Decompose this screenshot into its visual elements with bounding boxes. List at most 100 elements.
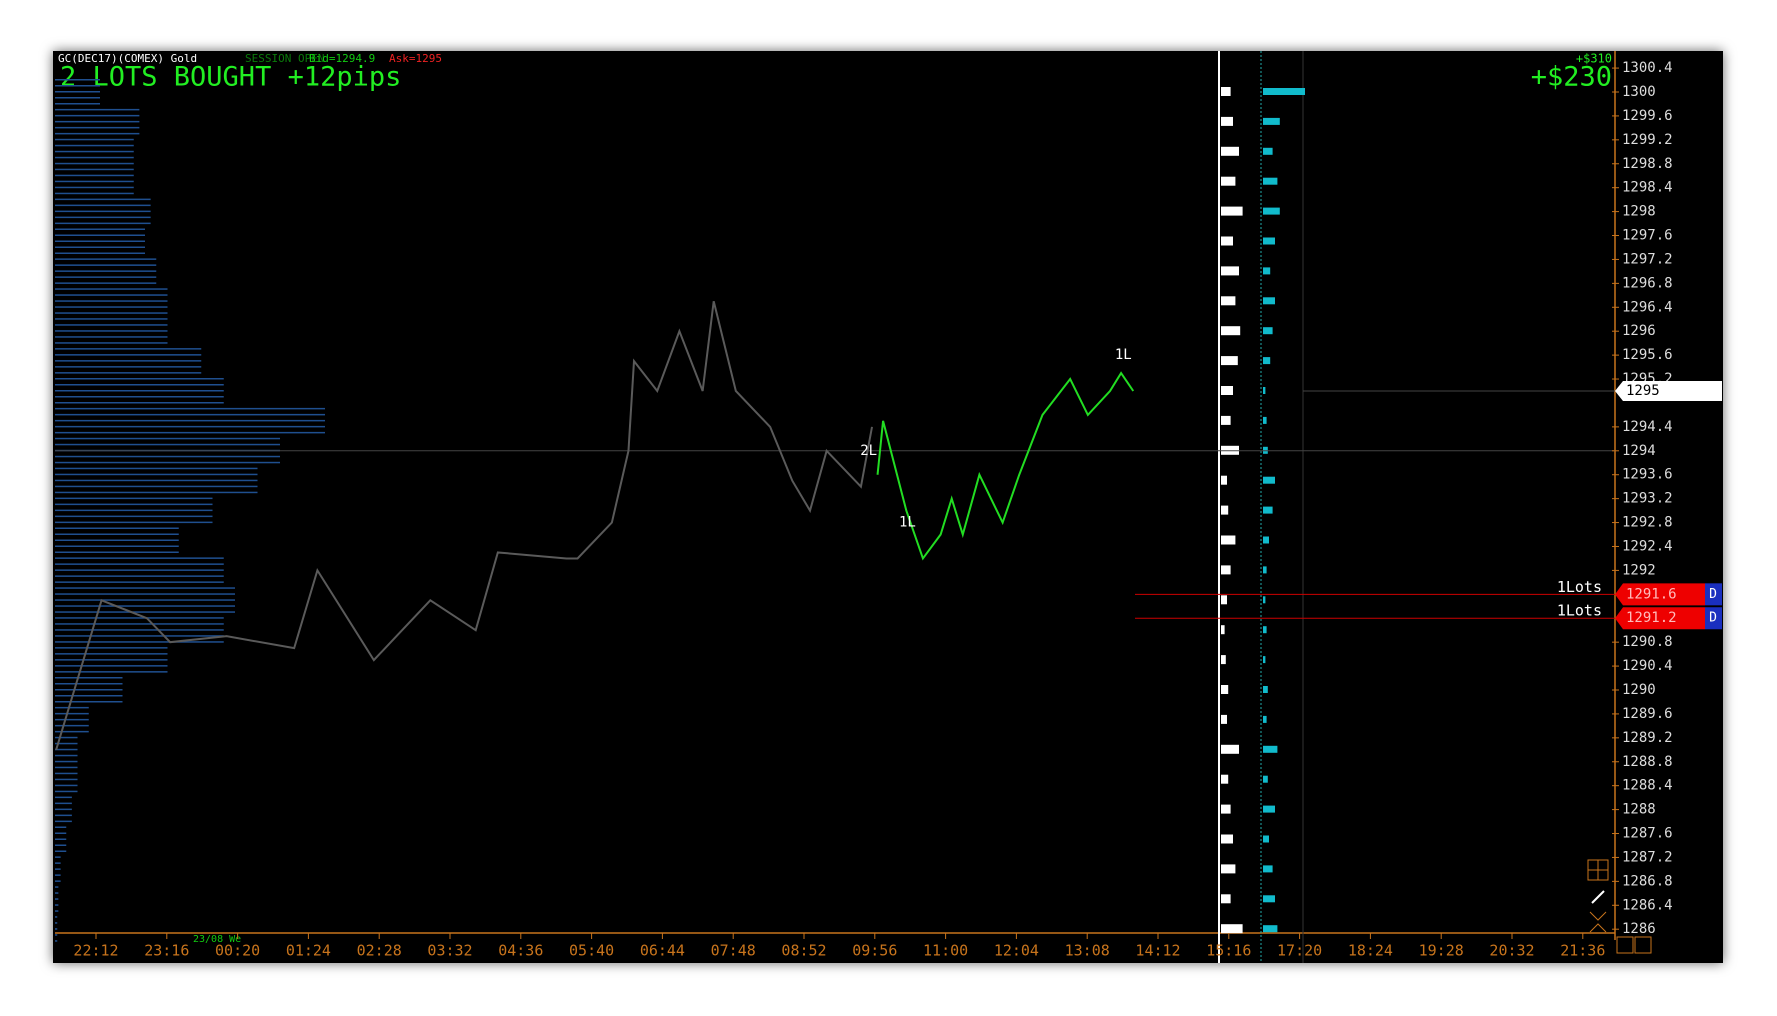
volume-profile-bar <box>55 144 134 147</box>
session-state: SESSION OPEN <box>245 52 324 65</box>
order-label: 1Lots <box>1557 602 1602 620</box>
volume-profile-bar <box>55 431 325 434</box>
volume-profile-bar <box>55 348 202 350</box>
order-price: 1291.2 <box>1626 610 1677 626</box>
price-tick-label: 1293.6 <box>1622 467 1673 483</box>
volume-profile-bar <box>55 718 89 721</box>
volume-profile-bar <box>55 336 168 338</box>
time-label: 11:00 <box>923 942 968 960</box>
session-profile-bar <box>1221 87 1231 96</box>
volume-profile-bar <box>55 85 100 87</box>
volume-profile-bar <box>55 138 134 141</box>
price-tick-label: 1294 <box>1622 443 1656 459</box>
volume-profile-bar <box>55 736 78 739</box>
session-profile-bar <box>1221 625 1225 635</box>
session-profile-bar <box>1221 744 1239 754</box>
price-tick-label: 1286.4 <box>1622 897 1673 913</box>
volume-profile-bar <box>55 324 168 326</box>
volume-profile-bar <box>55 264 157 266</box>
volume-profile-bar <box>55 509 213 512</box>
time-label: 12:04 <box>994 942 1039 960</box>
volume-profile-bar <box>55 390 224 392</box>
time-label: 22:12 <box>73 942 118 960</box>
volume-profile-bar <box>55 677 123 679</box>
price-tick-label: 1300 <box>1622 84 1656 100</box>
volume-profile-bar <box>55 922 58 924</box>
volume-profile-bar <box>55 641 224 643</box>
volume-profile-bar <box>55 623 224 625</box>
ask: Ask=1295 <box>389 52 442 65</box>
session-profile-bar <box>1221 834 1233 844</box>
volume-profile-bar <box>55 300 168 302</box>
price-tick-label: 1298.4 <box>1622 180 1673 196</box>
instrument: GC(DEC17)(COMEX) Gold <box>58 52 197 65</box>
volume-profile-bar <box>55 222 151 225</box>
order-flag-box <box>1705 583 1722 606</box>
session-profile-bar <box>1221 595 1227 605</box>
volume-profile-bar <box>55 384 224 386</box>
session-profile-bar <box>1221 774 1229 784</box>
delta-profile-bar <box>1263 416 1267 424</box>
volume-profile-bar <box>55 766 78 769</box>
volume-profile-bar <box>55 796 72 799</box>
time-label: 15:16 <box>1206 942 1251 960</box>
volume-profile-bar <box>55 874 61 876</box>
volume-profile-bar <box>55 228 145 230</box>
volume-profile-bar <box>55 258 157 260</box>
volume-profile-bar <box>55 617 224 619</box>
volume-profile-bar <box>55 605 235 607</box>
toolbar-icons <box>1587 859 1652 954</box>
price-tick-label: 1288.4 <box>1622 778 1673 794</box>
delta-profile-bar <box>1263 506 1273 514</box>
volume-profile-bar <box>55 437 280 440</box>
volume-profile-bar <box>55 204 151 207</box>
volume-profile-bar <box>55 724 89 727</box>
volume-profile-bar <box>55 419 325 422</box>
delta-profile-bar <box>1263 297 1275 305</box>
volume-profile-bar <box>55 360 202 362</box>
price-tick-label: 1286.8 <box>1622 873 1673 889</box>
volume-profile-bar <box>55 886 59 888</box>
volume-profile-bar <box>55 838 67 840</box>
time-label: 13:08 <box>1065 942 1110 960</box>
price-tick-label: 1292.4 <box>1622 538 1673 554</box>
session-profile-bar <box>1221 475 1227 485</box>
time-label: 00:20 <box>215 942 260 960</box>
volume-profile-bar <box>55 629 224 631</box>
delta-profile-bar <box>1263 536 1269 544</box>
delta-profile-bar <box>1263 237 1275 245</box>
volume-profile-bar <box>55 551 179 553</box>
volume-profile-bar <box>55 527 179 529</box>
delta-profile-bar <box>1263 775 1268 783</box>
volume-profile-bar <box>55 234 145 236</box>
delta-profile-bar <box>1263 117 1280 125</box>
price-tick-label: 1290 <box>1622 682 1656 698</box>
current-price-label: 1295 <box>1626 383 1660 399</box>
price-tick-label: 1293.2 <box>1622 491 1673 507</box>
price-tick-label: 1289.6 <box>1622 706 1673 722</box>
volume-profile-bar <box>55 653 168 655</box>
session-profile-bar <box>1221 176 1236 186</box>
session-profile-bar <box>1221 296 1236 306</box>
volume-profile-bar <box>55 862 61 864</box>
volume-profile-bar <box>55 246 145 248</box>
history-price-line <box>55 301 873 751</box>
volume-profile-bar <box>55 671 168 673</box>
trade-marker: 2L <box>860 443 877 459</box>
session-profile-bar <box>1221 386 1233 395</box>
volume-profile-bar <box>55 413 325 416</box>
delta-profile-bar <box>1263 715 1267 723</box>
time-label: 03:32 <box>427 942 472 960</box>
volume-profile-bar <box>55 479 258 482</box>
volume-profile-bar <box>55 784 78 787</box>
volume-profile-bar <box>55 850 67 852</box>
chart-frame <box>53 51 1723 963</box>
volume-profile-bar <box>55 407 325 410</box>
session-profile-bar <box>1221 206 1243 216</box>
order-label: 1Lots <box>1557 578 1602 596</box>
volume-profile-bar <box>55 485 258 488</box>
volume-profile-bar <box>55 934 58 936</box>
volume-profile-bar <box>55 772 78 775</box>
price-tick-label: 1288 <box>1622 802 1656 818</box>
volume-profile-bar <box>55 832 67 834</box>
